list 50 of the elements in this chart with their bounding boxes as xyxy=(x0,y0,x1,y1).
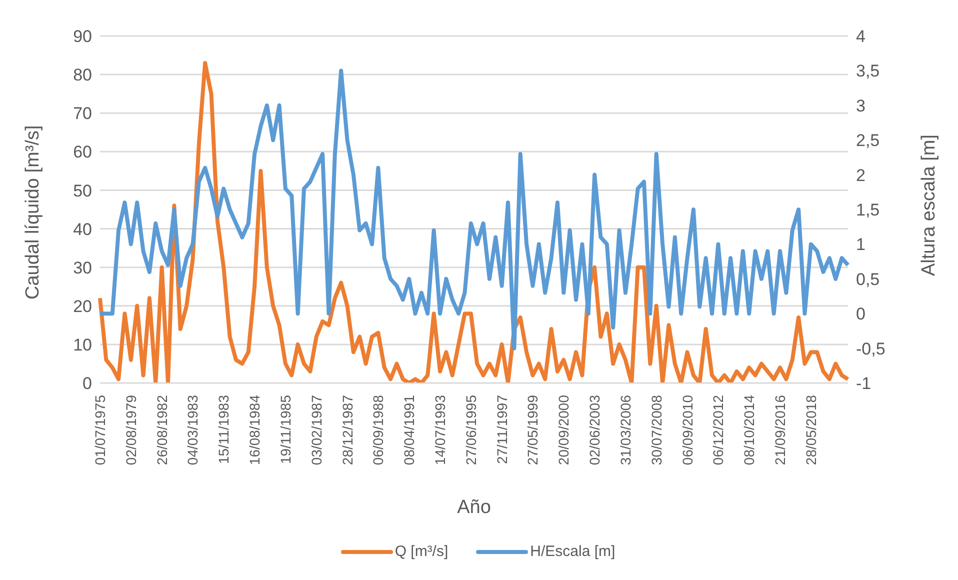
x-tick-label: 16/08/1984 xyxy=(246,394,263,466)
x-tick-label: 27/05/1999 xyxy=(524,394,541,466)
x-tick-label: 08/04/1991 xyxy=(401,394,418,466)
x-tick-label: 03/02/1987 xyxy=(308,394,324,466)
y-tick-label: 80 xyxy=(73,66,92,85)
y2-tick-label: 2 xyxy=(856,166,866,185)
y2-tick-label: 1,5 xyxy=(856,200,880,220)
x-tick-label: 27/11/1997 xyxy=(494,394,510,464)
y2-axis-title: Altura escala [m] xyxy=(918,134,940,276)
y-tick-label: 70 xyxy=(73,104,92,124)
x-tick-label: 28/12/1987 xyxy=(339,394,356,466)
x-tick-label: 08/10/2014 xyxy=(741,394,758,466)
y-tick-label: 50 xyxy=(73,181,92,200)
y2-tick-label: 4 xyxy=(856,27,866,46)
y-tick-label: 40 xyxy=(73,220,92,239)
legend-label: H/Escala [m] xyxy=(530,543,616,560)
y-tick-label: 30 xyxy=(73,258,92,278)
y2-tick-label: 3 xyxy=(856,96,866,116)
y2-tick-label: 0 xyxy=(856,304,866,324)
y2-tick-label: 2,5 xyxy=(856,131,880,150)
y2-tick-label: -0,5 xyxy=(856,339,886,358)
y-axis-title: Caudal líquido [m³/s] xyxy=(22,125,44,300)
x-tick-label: 02/08/1979 xyxy=(122,394,139,466)
x-tick-label: 02/06/2003 xyxy=(586,394,603,466)
x-tick-label: 06/09/1988 xyxy=(370,394,386,466)
x-tick-label: 06/09/2010 xyxy=(679,394,696,466)
x-tick-label: 04/03/1983 xyxy=(184,394,201,466)
y-tick-label: 20 xyxy=(73,296,92,316)
y2-tick-label: 3,5 xyxy=(856,62,880,81)
x-tick-label: 19/11/1985 xyxy=(277,394,294,464)
y-tick-label: 10 xyxy=(73,335,92,354)
y-tick-label: 0 xyxy=(82,374,92,394)
x-axis-title: Año xyxy=(457,497,491,518)
x-tick-label: 26/08/1982 xyxy=(154,394,170,466)
x-tick-label: 27/06/1995 xyxy=(462,394,479,466)
x-tick-label: 20/09/2000 xyxy=(556,394,572,466)
x-tick-label: 28/05/2018 xyxy=(802,394,819,466)
x-tick-label: 30/07/2008 xyxy=(648,394,664,466)
y2-tick-label: 1 xyxy=(856,235,866,254)
x-tick-label: 31/03/2006 xyxy=(617,394,634,466)
x-tick-label: 21/09/2016 xyxy=(772,394,788,466)
y2-tick-label: 0,5 xyxy=(856,270,880,289)
x-tick-label: 01/07/1975 xyxy=(92,394,108,466)
y-tick-label: 90 xyxy=(73,27,92,46)
x-tick-label: 15/11/1983 xyxy=(216,394,232,464)
x-tick-label: 14/07/1993 xyxy=(432,394,448,466)
x-tick-label: 06/12/2012 xyxy=(710,394,726,466)
y2-tick-label: -1 xyxy=(856,374,872,394)
y-tick-label: 60 xyxy=(73,142,92,162)
legend-label: Q [m³/s] xyxy=(394,543,448,560)
